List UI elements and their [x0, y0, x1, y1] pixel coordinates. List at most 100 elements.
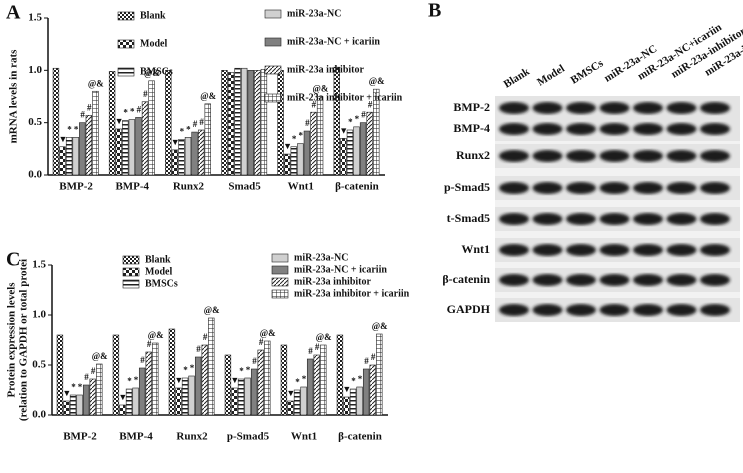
blot-band	[666, 274, 697, 286]
blot-band	[532, 182, 563, 194]
bar	[89, 378, 96, 416]
legend-swatch	[271, 277, 289, 287]
legend-label: BMSCs	[140, 66, 173, 77]
blot-row-label: t-Smad5	[447, 211, 490, 225]
legend-swatch	[122, 279, 140, 289]
legend-swatch	[264, 93, 282, 103]
significance-mark: #	[252, 356, 257, 366]
significance-mark: *	[358, 374, 363, 384]
significance-mark: ▼	[115, 116, 124, 126]
blot-band	[666, 102, 697, 114]
bar	[63, 400, 70, 416]
significance-mark: ▼	[171, 137, 180, 147]
bar	[221, 70, 228, 176]
y-tick-label: 1.5	[32, 259, 46, 271]
legend-label: Model	[145, 266, 172, 277]
bar	[122, 120, 129, 176]
y-tick-label: 1.5	[28, 12, 42, 24]
blot-row-label: Runx2	[456, 148, 490, 162]
significance-mark: #	[203, 332, 208, 342]
y-tick-label: 0.0	[32, 409, 46, 421]
bar	[197, 129, 205, 176]
bar	[92, 90, 99, 176]
significance-mark: ▼	[283, 141, 292, 151]
blot-band	[599, 304, 630, 316]
legend-swatch	[117, 11, 135, 21]
bar	[119, 404, 126, 416]
bar	[234, 67, 241, 176]
bar	[260, 68, 268, 176]
bar	[250, 368, 258, 416]
blot-band	[700, 150, 730, 162]
significance-mark: *	[190, 363, 195, 373]
significance-mark: ▼	[339, 125, 348, 135]
y-axis-label: Protein expression levels	[6, 282, 18, 398]
legend-swatch	[264, 9, 282, 19]
significance-mark: *	[134, 375, 139, 385]
legend-swatch	[264, 37, 282, 47]
legend-label: miR-23a-NC	[294, 252, 348, 263]
blot-band	[566, 150, 596, 162]
significance-mark: #	[143, 89, 148, 99]
panel-label: B	[428, 0, 441, 22]
significance-mark: *	[78, 382, 83, 392]
legend-swatch	[264, 65, 282, 75]
bar	[353, 126, 360, 176]
blot-band	[599, 244, 630, 256]
bar	[240, 67, 248, 176]
blot-column-label: BMSCs	[569, 57, 607, 87]
bar	[333, 66, 340, 176]
bar	[191, 131, 198, 176]
legend-label: miR-23a inhibitor + icariin	[287, 92, 403, 103]
bar	[356, 386, 363, 416]
y-axis-label: (relation to GAPDH or total protei	[18, 259, 30, 421]
bar	[181, 377, 189, 416]
bar	[247, 70, 254, 176]
blot-band	[566, 304, 596, 316]
bar	[300, 386, 307, 416]
bar	[336, 334, 344, 416]
significance-mark: *	[183, 365, 188, 375]
blot-band	[700, 182, 730, 194]
bar	[369, 364, 376, 416]
significance-mark: #	[80, 110, 85, 120]
blot-band	[599, 182, 630, 194]
significance-mark: *	[246, 365, 251, 375]
blot-band	[532, 102, 563, 114]
blot-band	[499, 102, 529, 114]
bar	[306, 358, 314, 416]
bar	[82, 384, 90, 416]
bar	[194, 356, 202, 416]
blot-column-label: Model	[535, 63, 567, 89]
significance-mark: #	[147, 339, 152, 349]
significance-mark: @&	[88, 78, 104, 88]
bar	[244, 377, 251, 416]
bar	[280, 344, 288, 416]
y-tick-label: 1.0	[28, 64, 42, 76]
bar	[168, 328, 176, 416]
bar	[171, 149, 179, 176]
significance-mark: *	[299, 131, 304, 141]
x-tick-label: BMP-4	[115, 181, 149, 193]
blot-band	[633, 304, 663, 316]
bar	[152, 342, 159, 416]
bar	[145, 351, 152, 416]
x-tick-label: β-catenin	[338, 431, 382, 443]
legend-swatch	[122, 255, 140, 265]
legend-label: Blank	[145, 254, 171, 265]
bar	[148, 80, 155, 176]
bar	[237, 378, 245, 416]
blot-band	[499, 274, 529, 286]
bar	[376, 333, 383, 416]
significance-mark: ▼	[62, 388, 71, 398]
significance-mark: ▼	[174, 375, 183, 385]
significance-mark: #	[364, 356, 369, 366]
blot-band	[633, 213, 663, 225]
significance-mark: *	[186, 124, 191, 134]
bar	[165, 70, 172, 176]
bar	[208, 317, 215, 416]
legend-label: Model	[140, 38, 167, 49]
significance-mark: *	[351, 376, 356, 386]
blot-band	[499, 182, 529, 194]
